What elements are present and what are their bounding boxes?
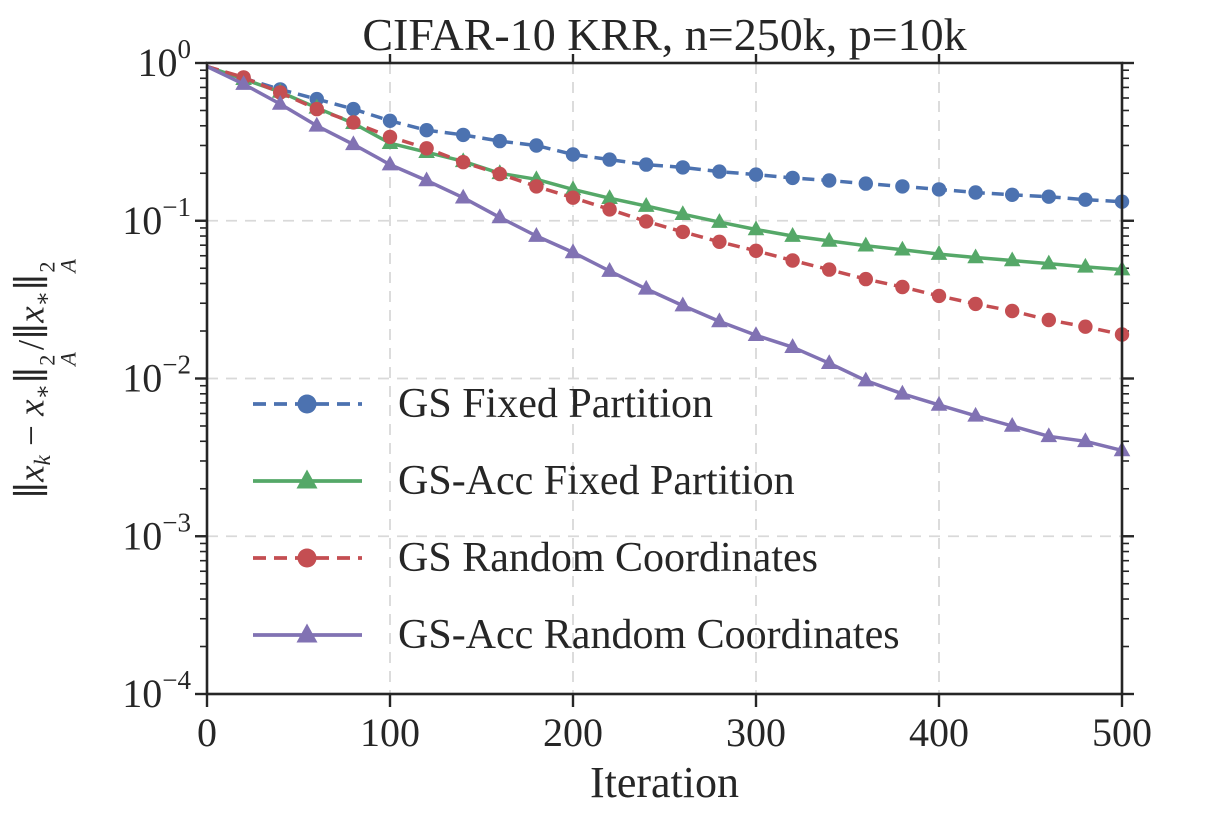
x-tick-label: 200 — [543, 710, 603, 755]
legend-item-gs-random-coordinates: GS Random Coordinates — [250, 535, 818, 581]
series-gs-acc-fixed-partition — [206, 64, 1131, 276]
legend-handle-gs-acc-random-coordinates — [253, 623, 362, 643]
series-markers-gs-fixed-partition — [236, 71, 1130, 209]
legend-label: GS Fixed Partition — [398, 381, 714, 427]
series-line-gs-acc-fixed-partition — [206, 64, 1123, 272]
y-tick-label: 10−4 — [122, 665, 191, 716]
legend-item-gs-acc-random-coordinates: GS-Acc Random Coordinates — [250, 612, 900, 658]
legend-label: GS-Acc Fixed Partition — [398, 458, 795, 504]
series-gs-acc-random-coordinates — [206, 64, 1131, 457]
legend-label: GS Random Coordinates — [398, 535, 818, 581]
series-line-gs-fixed-partition — [206, 64, 1123, 204]
legend-handle-gs-random-coordinates — [253, 548, 362, 568]
gridlines — [207, 63, 1122, 694]
legend-item-gs-fixed-partition: GS Fixed Partition — [250, 381, 714, 427]
legend-handle-gs-fixed-partition — [253, 394, 362, 414]
y-tick-label: 10−3 — [122, 507, 191, 558]
y-tick-label: 100 — [138, 34, 192, 85]
plot-border — [205, 61, 1124, 696]
x-tick-label: 400 — [909, 710, 969, 755]
x-axis-label: Iteration — [589, 758, 740, 807]
y-axis-label: ∥xk − x∗∥ 2 A/∥x∗∥ 2 A — [11, 259, 81, 499]
series-markers-gs-random-coordinates — [236, 70, 1130, 342]
x-tick-label: 100 — [360, 710, 420, 755]
legend-label: GS-Acc Random Coordinates — [398, 612, 900, 658]
series-markers-gs-acc-random-coordinates — [235, 75, 1131, 457]
x-tick-labels: 0 100 200 300 400 500 — [197, 710, 1152, 755]
x-tick-label: 300 — [726, 710, 786, 755]
legend-handle-gs-acc-fixed-partition — [253, 469, 362, 489]
y-tick-label: 10−2 — [122, 350, 191, 401]
y-tick-label: 10−1 — [122, 192, 191, 243]
x-tick-label: 0 — [197, 710, 217, 755]
x-tick-label: 500 — [1092, 710, 1152, 755]
series-gs-random-coordinates — [206, 64, 1130, 342]
legend-item-gs-acc-fixed-partition: GS-Acc Fixed Partition — [250, 458, 795, 504]
y-tick-labels: 100 10−1 10−2 10−3 10−4 — [122, 34, 191, 716]
chart-title: CIFAR-10 KRR, n=250k, p=10k — [362, 9, 967, 60]
series-gs-fixed-partition — [206, 64, 1130, 209]
